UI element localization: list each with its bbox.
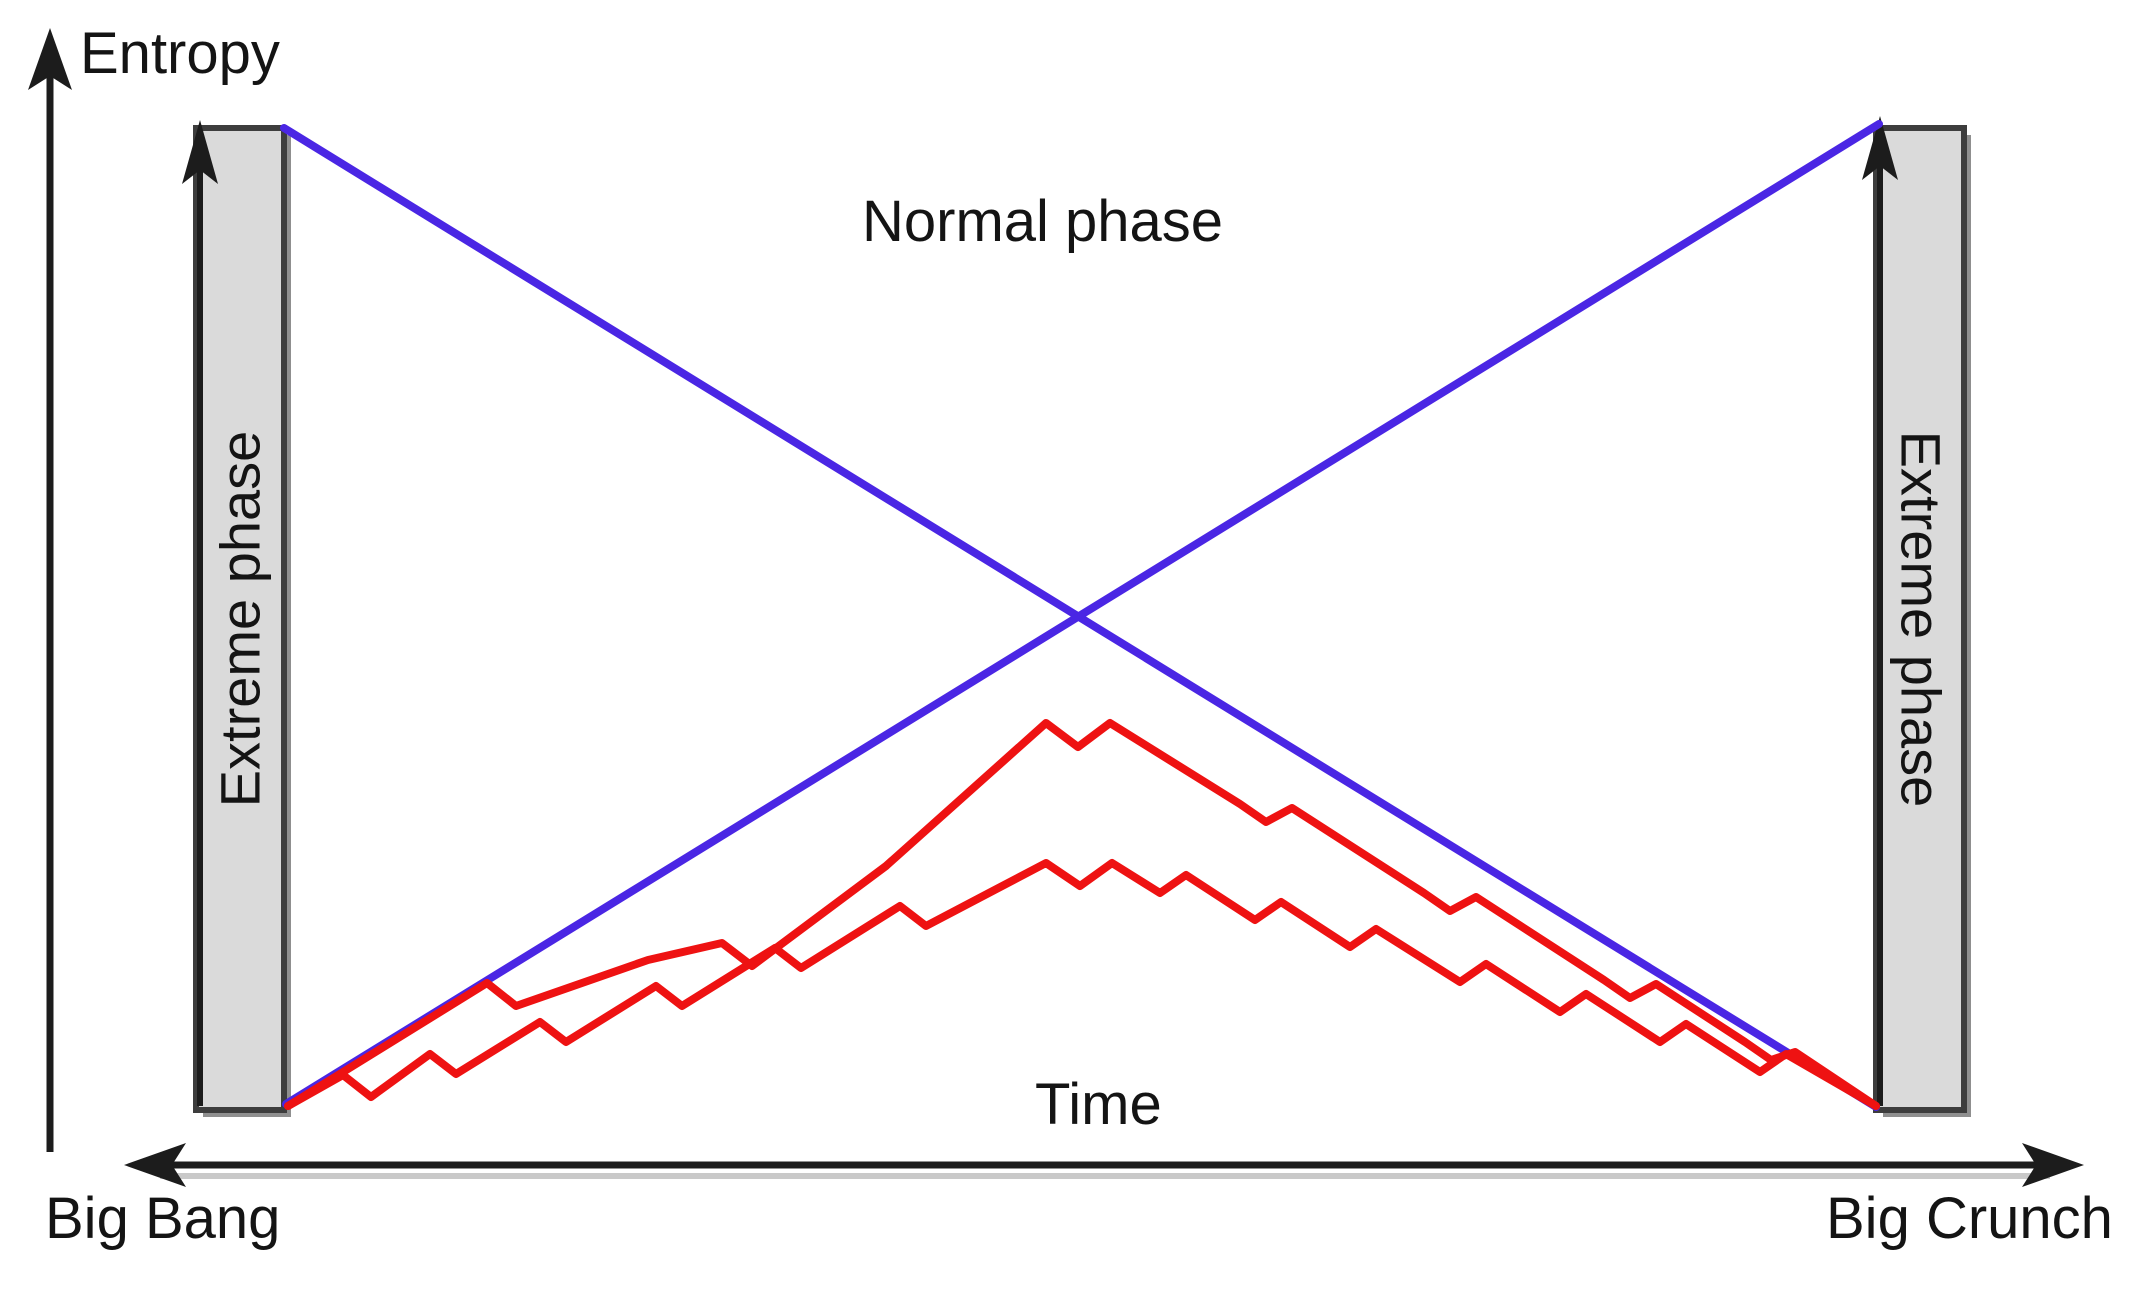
left-bar-up-arrow-icon (182, 120, 218, 184)
right-extreme-phase-label: Extreme phase (1889, 430, 1953, 808)
entropy-axis (28, 28, 72, 1152)
time-axis (124, 1143, 2084, 1187)
normal-phase-label: Normal phase (862, 189, 1224, 254)
red-jagged-line-lower (284, 859, 1880, 1110)
left-bar-rect (193, 125, 287, 1113)
blue-line-ascending (282, 120, 1883, 1108)
left-extreme-phase-label-box: Extreme phase (196, 128, 284, 1110)
left-extreme-phase-label: Extreme phase (208, 430, 272, 808)
entropy-axis-up-arrow-icon (28, 28, 72, 90)
time-axis-left-arrow-icon (124, 1143, 186, 1187)
right-extreme-phase-bar (1862, 116, 1971, 1117)
entropy-axis-label: Entropy (80, 21, 280, 86)
left-extreme-phase-bar (182, 120, 291, 1117)
time-axis-label: Time (1035, 1072, 1162, 1137)
right-bar-rect (1873, 125, 1967, 1113)
big-bang-label: Big Bang (45, 1186, 281, 1251)
right-bar-up-arrow-icon (1862, 116, 1898, 180)
entropy-curves (280, 120, 1883, 1111)
big-crunch-label: Big Crunch (1826, 1186, 2113, 1251)
red-jagged-line-upper (284, 719, 1880, 1110)
right-extreme-phase-label-box: Extreme phase (1876, 128, 1964, 1110)
time-axis-right-arrow-icon (2022, 1143, 2084, 1187)
